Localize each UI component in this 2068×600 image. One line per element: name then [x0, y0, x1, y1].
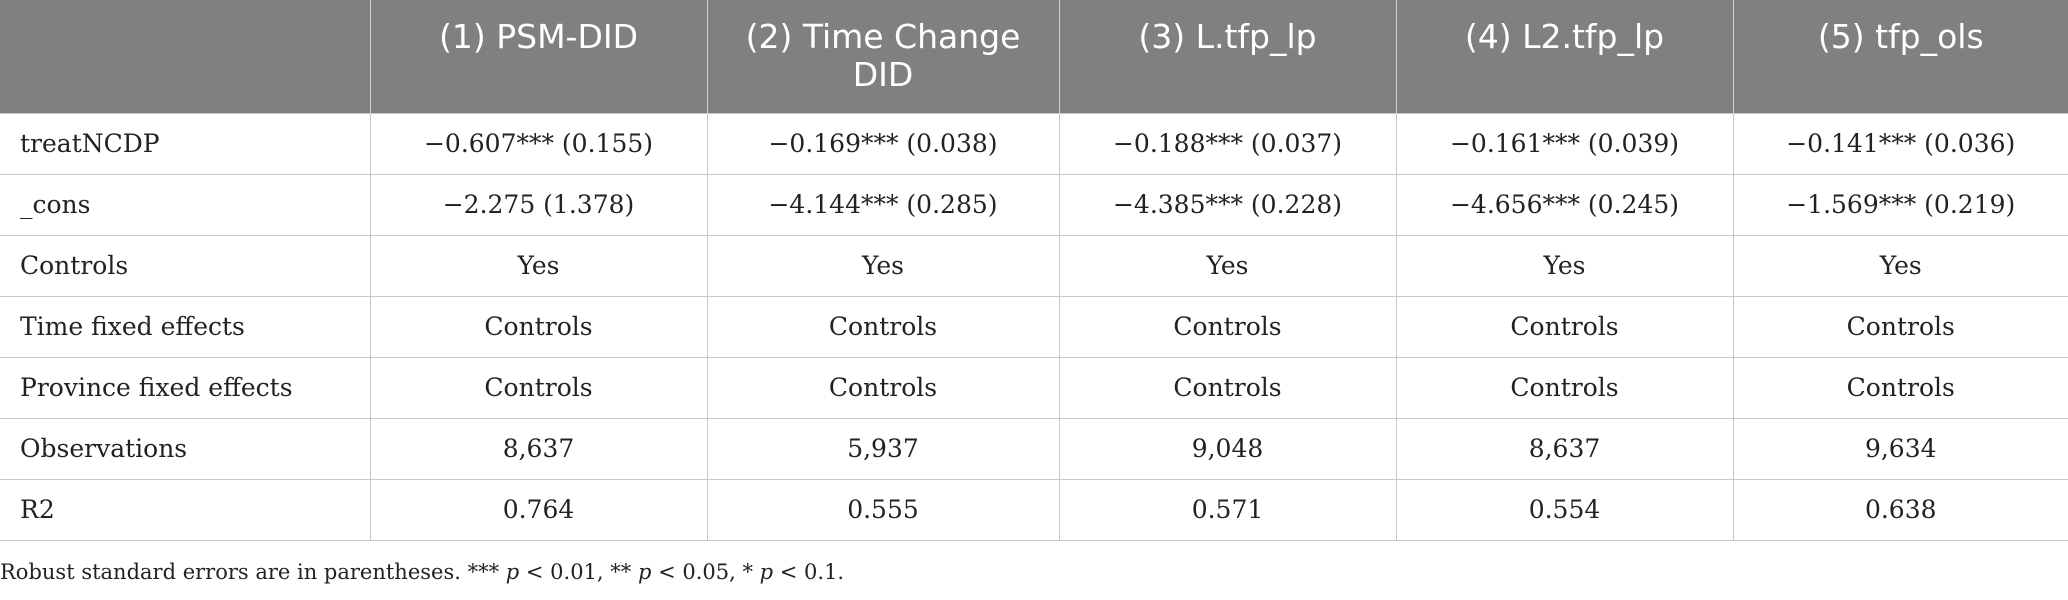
- footnote-text: < 0.1.: [773, 560, 845, 584]
- footnote-text: < 0.01, **: [519, 560, 638, 584]
- table-cell: −0.607*** (0.155): [369, 112, 707, 174]
- table-cell: Yes: [369, 234, 707, 296]
- row-label: treatNCDP: [0, 112, 370, 174]
- table-cell: 5,937: [706, 417, 1059, 479]
- footnote-p-symbol: p: [637, 560, 652, 584]
- row-label: Province fixed effects: [0, 356, 370, 418]
- table-row: R2 0.764 0.555 0.571 0.554 0.638: [0, 478, 2068, 541]
- table-cell: −4.656*** (0.245): [1395, 173, 1733, 235]
- table-cell: −2.275 (1.378): [369, 173, 707, 235]
- header-cell-blank: [0, 0, 370, 113]
- table-cell: Yes: [1395, 234, 1733, 296]
- table-cell: −0.188*** (0.037): [1058, 112, 1396, 174]
- table-cell: 0.555: [706, 478, 1059, 541]
- header-cell-tfp-ols: (5) tfp_ols: [1732, 0, 2068, 113]
- header-cell-l2-tfp-lp: (4) L2.tfp_lp: [1395, 0, 1733, 113]
- table-cell: Controls: [1395, 295, 1733, 357]
- table-cell: −0.161*** (0.039): [1395, 112, 1733, 174]
- table-cell: 8,637: [1395, 417, 1733, 479]
- table-cell: 9,634: [1732, 417, 2068, 479]
- results-table: (1) PSM-DID (2) Time Change DID (3) L.tf…: [0, 0, 2068, 541]
- footnote-text: < 0.05, *: [651, 560, 760, 584]
- table-cell: 0.764: [369, 478, 707, 541]
- table-cell: −0.141*** (0.036): [1732, 112, 2068, 174]
- header-cell-l-tfp-lp: (3) L.tfp_lp: [1058, 0, 1396, 113]
- table-cell: Yes: [1732, 234, 2068, 296]
- header-cell-psm-did: (1) PSM-DID: [369, 0, 707, 113]
- table-row: Time fixed effects Controls Controls Con…: [0, 295, 2068, 357]
- row-label: _cons: [0, 173, 370, 235]
- header-row: (1) PSM-DID (2) Time Change DID (3) L.tf…: [0, 0, 2068, 113]
- table-row: treatNCDP −0.607*** (0.155) −0.169*** (0…: [0, 112, 2068, 174]
- table-cell: Controls: [1058, 356, 1396, 418]
- table-cell: Controls: [1395, 356, 1733, 418]
- row-label: Observations: [0, 417, 370, 479]
- row-label: R2: [0, 478, 370, 541]
- table-row: _cons −2.275 (1.378) −4.144*** (0.285) −…: [0, 173, 2068, 235]
- table-cell: −0.169*** (0.038): [706, 112, 1059, 174]
- table-cell: 8,637: [369, 417, 707, 479]
- table-cell: Yes: [1058, 234, 1396, 296]
- header-cell-time-change-did: (2) Time Change DID: [706, 0, 1059, 113]
- row-label: Time fixed effects: [0, 295, 370, 357]
- table-cell: −4.144*** (0.285): [706, 173, 1059, 235]
- table-cell: Controls: [369, 295, 707, 357]
- table-cell: 9,048: [1058, 417, 1396, 479]
- table-cell: Controls: [706, 356, 1059, 418]
- row-label: Controls: [0, 234, 370, 296]
- table-row: Observations 8,637 5,937 9,048 8,637 9,6…: [0, 417, 2068, 479]
- table-row: Controls Yes Yes Yes Yes Yes: [0, 234, 2068, 296]
- table-cell: Controls: [706, 295, 1059, 357]
- results-table-container: (1) PSM-DID (2) Time Change DID (3) L.tf…: [0, 0, 2068, 541]
- table-cell: 0.638: [1732, 478, 2068, 541]
- table-footnote: Robust standard errors are in parenthese…: [0, 560, 844, 584]
- table-cell: 0.554: [1395, 478, 1733, 541]
- footnote-text: Robust standard errors are in parenthese…: [0, 560, 506, 584]
- footnote-p-symbol: p: [505, 560, 520, 584]
- table-row: Province fixed effects Controls Controls…: [0, 356, 2068, 418]
- table-cell: Controls: [1732, 356, 2068, 418]
- table-cell: Controls: [369, 356, 707, 418]
- table-cell: Controls: [1058, 295, 1396, 357]
- footnote-p-symbol: p: [759, 560, 774, 584]
- table-cell: Yes: [706, 234, 1059, 296]
- table-cell: Controls: [1732, 295, 2068, 357]
- table-cell: 0.571: [1058, 478, 1396, 541]
- table-cell: −4.385*** (0.228): [1058, 173, 1396, 235]
- table-cell: −1.569*** (0.219): [1732, 173, 2068, 235]
